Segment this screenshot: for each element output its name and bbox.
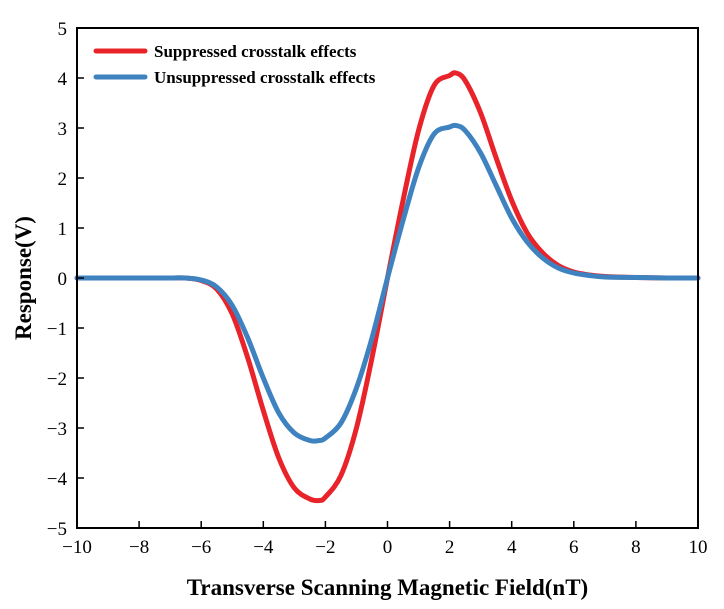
x-tick-label: −10 <box>62 537 92 558</box>
x-tick-label: −4 <box>253 537 274 558</box>
y-tick-label: −4 <box>47 469 68 490</box>
plot-frame <box>76 27 699 529</box>
x-tick-label: −8 <box>129 537 149 558</box>
x-axis-title: Transverse Scanning Magnetic Field(nT) <box>187 575 588 600</box>
series-line-unsuppressed <box>74 122 701 444</box>
x-tick-label: 4 <box>507 537 517 558</box>
y-tick-label: −3 <box>47 419 67 440</box>
y-axis-title: Response(V) <box>11 216 36 340</box>
x-tick-label: 0 <box>383 537 393 558</box>
legend: Suppressed crosstalk effects Unsuppresse… <box>93 42 376 87</box>
x-tick-label: −2 <box>315 537 335 558</box>
y-tick-label: −5 <box>47 519 67 540</box>
y-tick-label: −1 <box>47 319 67 340</box>
y-tick-label: 2 <box>58 169 68 190</box>
legend-label-suppressed: Suppressed crosstalk effects <box>154 42 357 61</box>
y-tick-label: 1 <box>58 219 68 240</box>
series-layer <box>74 70 701 504</box>
x-tick-label: −6 <box>191 537 211 558</box>
x-tick-label: 6 <box>569 537 579 558</box>
y-tick-label: −2 <box>47 369 67 390</box>
y-tick-label: 3 <box>58 119 68 140</box>
legend-label-unsuppressed: Unsuppressed crosstalk effects <box>154 68 376 87</box>
y-tick-label: 0 <box>58 269 68 290</box>
y-tick-label: 4 <box>58 69 68 90</box>
x-tick-label: 2 <box>445 537 455 558</box>
y-tick-label: 5 <box>58 19 68 40</box>
x-tick-label: 8 <box>631 537 641 558</box>
x-tick-label: 10 <box>689 537 708 558</box>
